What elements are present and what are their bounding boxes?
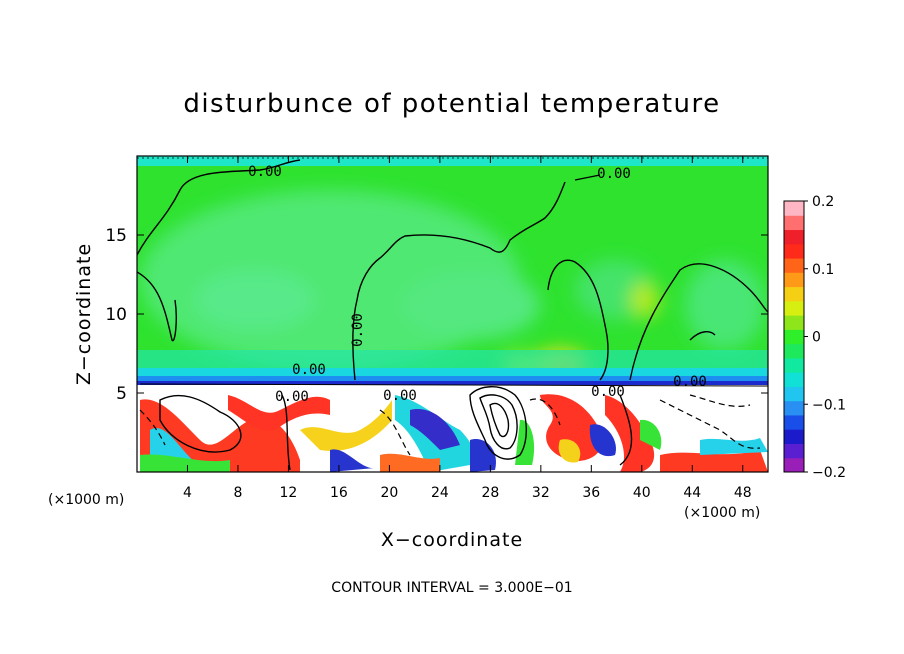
colorbar-swatch — [784, 343, 804, 359]
x-tick-label: 12 — [280, 485, 298, 501]
heatmap-field — [137, 156, 768, 472]
x-tick-label: 8 — [233, 485, 242, 501]
colorbar-swatch — [784, 300, 804, 316]
colorbar-swatch — [784, 229, 804, 245]
contour-label: 0.00 — [350, 313, 366, 347]
colorbar-swatch — [784, 201, 804, 216]
contour-label: 0.00 — [275, 389, 309, 405]
x-tick-label: 32 — [532, 485, 550, 501]
y-tick-label: 5 — [116, 384, 127, 404]
contour-label: 0.00 — [597, 166, 631, 182]
colorbar-tick-label: 0.1 — [812, 262, 834, 278]
colorbar-swatch — [784, 414, 804, 430]
colorbar-swatch — [784, 243, 804, 259]
y-tick-label: 15 — [105, 226, 127, 246]
y-axis-label: Z−coordinate — [73, 243, 95, 385]
colorbar-swatch — [784, 357, 804, 373]
colorbar-swatch — [784, 258, 804, 273]
x-tick-label: 48 — [734, 485, 752, 501]
colorbar: 0.2 0.1 0 −0.1 −0.2 — [783, 194, 846, 481]
x-axis-label: X−coordinate — [381, 529, 523, 551]
colorbar-tick-label: 0.2 — [812, 194, 834, 210]
colorbar-swatch — [784, 215, 804, 231]
colorbar-swatch — [784, 457, 804, 473]
x-tick-label: 16 — [330, 485, 348, 501]
contour-label: 0.00 — [248, 164, 282, 180]
y-tick-label: 10 — [105, 305, 127, 325]
contour-label: 0.00 — [292, 362, 326, 378]
colorbar-swatch — [784, 386, 804, 402]
contour-interval-note: CONTOUR INTERVAL = 3.000E−01 — [331, 580, 572, 596]
colorbar-swatch — [784, 443, 804, 459]
chart-title: disturbunce of potential temperature — [183, 89, 720, 119]
colorbar-swatch — [784, 400, 804, 416]
x-unit-right: (×1000 m) — [684, 505, 760, 521]
colorbar-swatch — [784, 329, 804, 345]
x-tick-label: 40 — [633, 485, 651, 501]
colorbar-tick-label: −0.2 — [812, 465, 846, 481]
colorbar-swatch — [784, 315, 804, 330]
y-axis: 5 10 15 — [105, 226, 768, 404]
colorbar-swatch — [784, 286, 804, 302]
colorbar-tick-label: −0.1 — [812, 397, 846, 413]
colorbar-swatch — [784, 272, 804, 288]
colorbar-tick-label: 0 — [812, 330, 821, 346]
x-tick-label: 28 — [481, 485, 499, 501]
x-tick-label: 4 — [183, 485, 192, 501]
x-tick-label: 36 — [582, 485, 600, 501]
x-unit-left: (×1000 m) — [48, 492, 124, 508]
colorbar-swatch — [784, 429, 804, 444]
contour-labels: 0.00 0.00 0.00 0.00 0.00 0.00 0.00 0.00 — [248, 164, 707, 405]
x-tick-label: 20 — [380, 485, 398, 501]
contour-label: 0.00 — [383, 388, 417, 404]
colorbar-swatch — [784, 372, 804, 387]
x-tick-label: 44 — [683, 485, 701, 501]
contour-label: 0.00 — [673, 374, 707, 390]
x-axis: 4 8 12 16 20 24 28 32 36 40 44 48 — [183, 156, 752, 501]
contour-label: 0.00 — [591, 384, 625, 400]
x-tick-label: 24 — [431, 485, 449, 501]
